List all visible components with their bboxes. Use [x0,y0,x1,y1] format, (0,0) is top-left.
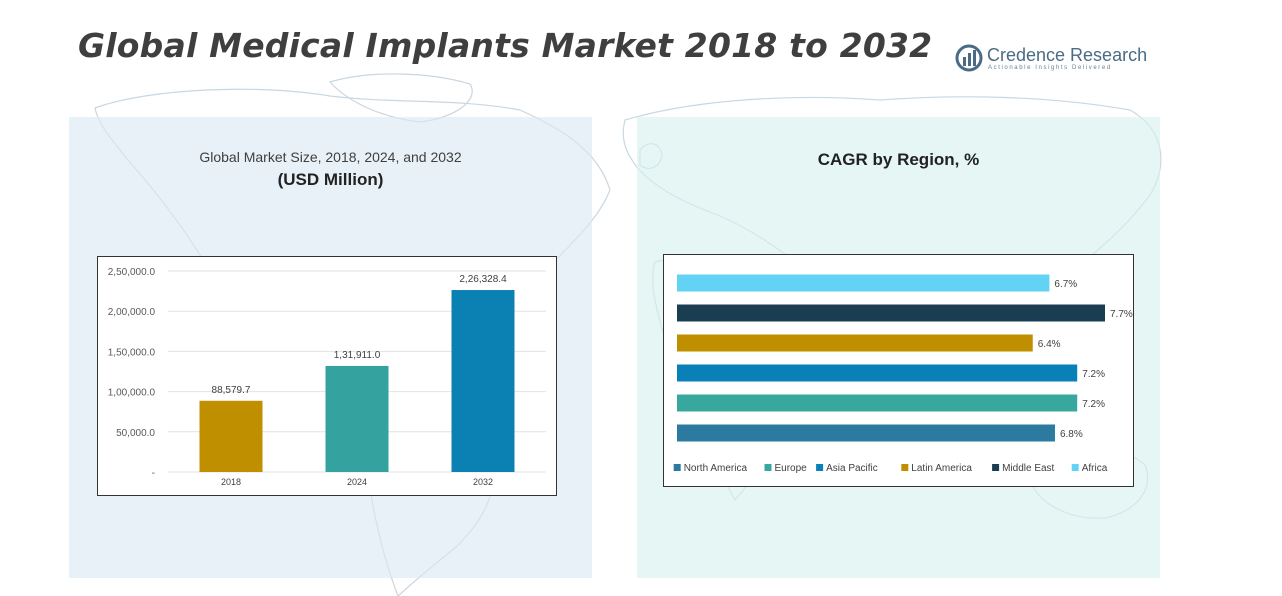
bar-value-label: 7.2% [1082,369,1105,380]
y-tick-label: 2,50,000.0 [108,267,156,278]
bar-value-label: 7.7% [1110,309,1133,320]
bar-value-label: 6.4% [1038,339,1061,350]
legend-swatch [816,464,824,471]
legend-label: Africa [1082,463,1108,474]
x-tick-label: 2018 [221,477,241,487]
bar-value-label: 1,31,911.0 [334,350,381,361]
legend-swatch [764,464,772,471]
logo-mark-icon [955,44,983,72]
legend-swatch [992,464,1000,471]
x-tick-label: 2024 [347,477,367,487]
market-size-bar-chart: - 50,000.0 1,00,000.0 1,50,000.0 2,00,000.0 2… [108,267,546,487]
bar-2018[interactable] [199,400,263,472]
legend-label: Europe [775,463,808,474]
cagr-horizontal-bar-chart: 6.8% 7.2% 7.2% 6.4% 7.7% 6.7% North America Eur… [673,274,1133,474]
market-size-subtitle: Global Market Size, 2018, 2024, and 2032 [199,149,462,165]
bar-asia-pacific[interactable] [677,364,1078,382]
legend-label: North America [684,463,748,474]
bar-value-label: 6.8% [1060,429,1083,440]
x-tick-label: 2032 [473,477,493,487]
bar-north-america[interactable] [677,424,1055,442]
legend-label: Asia Pacific [826,463,878,474]
legend-label: Latin America [911,463,972,474]
cagr-title: CAGR by Region, % [817,150,980,169]
bar-2024[interactable] [325,365,389,472]
legend-label: Middle East [1002,463,1054,474]
bar-value-label: 2,26,328.4 [459,274,507,285]
chart-legend: North America Europe Asia Pacific Latin Ame… [673,463,1108,474]
bar-europe[interactable] [677,394,1078,412]
bar-value-label: 7.2% [1082,399,1105,410]
y-tick-label: 1,00,000.0 [108,388,156,399]
map-outline-greenland [328,73,473,123]
bar-africa[interactable] [677,274,1050,292]
y-tick-label: - [152,468,155,479]
bar-value-label: 88,579.7 [212,385,251,396]
bar-middle-east[interactable] [677,304,1105,322]
market-size-chart-frame: - 50,000.0 1,00,000.0 1,50,000.0 2,00,000.0 2… [97,256,557,496]
y-tick-label: 50,000.0 [116,428,155,439]
cagr-chart-frame: 6.8% 7.2% 7.2% 6.4% 7.7% 6.7% North America Eur… [663,254,1134,487]
y-tick-label: 2,00,000.0 [108,307,156,318]
bar-value-label: 6.7% [1054,279,1077,290]
bar-2032[interactable] [451,290,515,472]
bar-latin-america[interactable] [677,334,1033,352]
legend-swatch [901,464,909,471]
y-tick-label: 1,50,000.0 [108,347,156,358]
logo-name: Credence Research [987,45,1148,65]
page-title: Global Medical Implants Market 2018 to 2… [78,26,933,65]
credence-research-logo[interactable]: Credence Research Actionable Insights De… [955,44,1148,76]
legend-swatch [1071,464,1079,471]
logo-tagline: Actionable Insights Delivered [988,65,1112,71]
market-size-unit: (USD Million) [277,170,384,189]
legend-swatch [673,464,681,471]
